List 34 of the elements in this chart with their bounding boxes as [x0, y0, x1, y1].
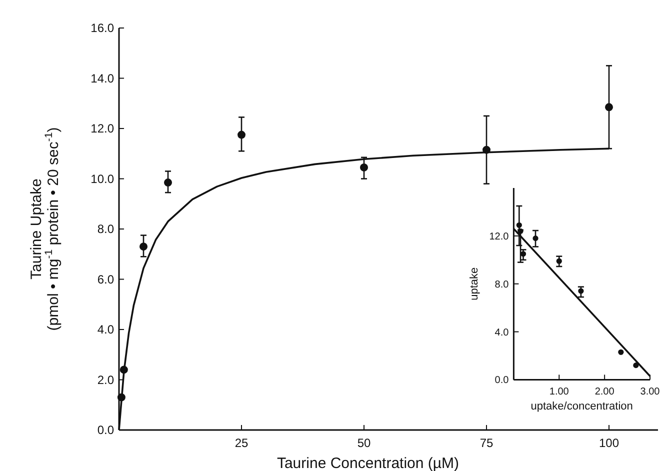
y-tick-label: 6.0 [97, 272, 114, 286]
x-tick-label: 100 [598, 436, 620, 450]
y-tick-label: 4.0 [494, 327, 510, 338]
x-axis-title: Taurine Concentration (µM) [276, 455, 460, 471]
point [556, 258, 562, 264]
y-tick-label: 8.0 [494, 279, 510, 290]
point [578, 288, 584, 294]
y-tick-label: 10.0 [90, 172, 114, 186]
point [516, 222, 522, 228]
x-tick-label: 25 [234, 436, 248, 450]
y-tick-label: 8.0 [97, 222, 114, 236]
y-tick-label: 12.0 [489, 231, 510, 242]
point [618, 349, 624, 355]
point [238, 130, 246, 139]
y-tick-label: 0.0 [97, 423, 114, 438]
x-tick-label: 50 [357, 436, 371, 450]
point [164, 178, 172, 187]
y-axis-title: uptake [468, 267, 481, 300]
point [532, 236, 538, 242]
y-tick-label: 12.0 [90, 122, 114, 136]
y-tick-label: 4.0 [97, 322, 114, 337]
x-tick-label: 75 [480, 436, 494, 450]
point [140, 242, 148, 251]
y-tick-label: 2.0 [97, 372, 114, 387]
point [360, 163, 368, 172]
y-tick-label: 16.0 [90, 21, 114, 36]
point [605, 103, 613, 112]
x-tick-label: 3.00 [640, 386, 660, 398]
x-tick-label: 1.00 [549, 386, 570, 398]
x-axis-title: uptake/concentration [530, 400, 633, 413]
point [633, 362, 639, 368]
y-tick-label: 0.0 [494, 375, 510, 386]
x-tick-label: 2.00 [594, 386, 615, 398]
y-tick-label: 14.0 [90, 71, 114, 86]
